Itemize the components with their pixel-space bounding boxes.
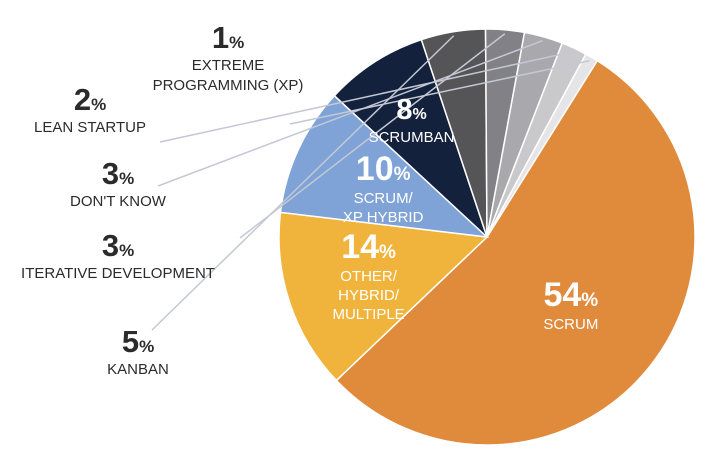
leader-line-don-t-know	[157, 40, 543, 187]
slice-extreme-programming-xp	[486, 53, 599, 238]
slice-value-extreme-programming-xp: 1%	[212, 20, 244, 55]
slice-label-other-hybrid-multiple: OTHER/	[340, 268, 398, 285]
slice-label-scrumban: SCRUMBAN	[369, 129, 455, 146]
slice-labels: 54% SCRUM 14% OTHER/HYBRID/MULTIPLE 10% SCRUM…	[21, 20, 598, 378]
leader-line-iterative-development	[239, 33, 506, 239]
slice-value-scrum: 54%	[543, 276, 598, 314]
slice-scrum	[335, 59, 696, 446]
slice-label-kanban: KANBAN	[107, 361, 169, 378]
slice-label-iterative-development: ITERATIVE DEVELOPMENT	[21, 265, 215, 282]
slice-other-hybrid-multiple	[278, 211, 489, 382]
slice-label-scrum-xp-hybrid: XP HYBRID	[343, 209, 424, 226]
slice-scrumban	[333, 38, 488, 238]
slice-label-other-hybrid-multiple: MULTIPLE	[332, 306, 404, 323]
slice-label-extreme-programming-xp: PROGRAMMING (XP)	[153, 77, 304, 94]
leader-line-extreme-programming-xp	[289, 59, 590, 125]
slice-value-scrumban: 8%	[396, 94, 426, 126]
leader-lines	[151, 33, 590, 331]
slice-label-other-hybrid-multiple: HYBRID/	[338, 287, 400, 304]
slice-value-iterative-development: 3%	[102, 228, 134, 263]
slice-label-extreme-programming-xp: EXTREME	[192, 57, 265, 74]
slice-value-lean-startup: 2%	[74, 82, 106, 117]
slice-label-lean-startup: LEAN STARTUP	[34, 119, 146, 136]
leader-line-kanban	[151, 35, 455, 331]
slice-value-scrum-xp-hybrid: 10%	[356, 150, 411, 188]
pie-slices	[278, 28, 696, 446]
slice-value-other-hybrid-multiple: 14%	[341, 228, 396, 266]
slice-label-scrum-xp-hybrid: SCRUM/	[354, 190, 414, 207]
slice-label-don-t-know: DON'T KNOW	[70, 193, 167, 210]
slice-label-scrum: SCRUM	[543, 316, 598, 333]
slice-value-kanban: 5%	[122, 324, 154, 359]
leader-line-lean-startup	[159, 51, 573, 143]
slice-value-don-t-know: 3%	[102, 156, 134, 191]
